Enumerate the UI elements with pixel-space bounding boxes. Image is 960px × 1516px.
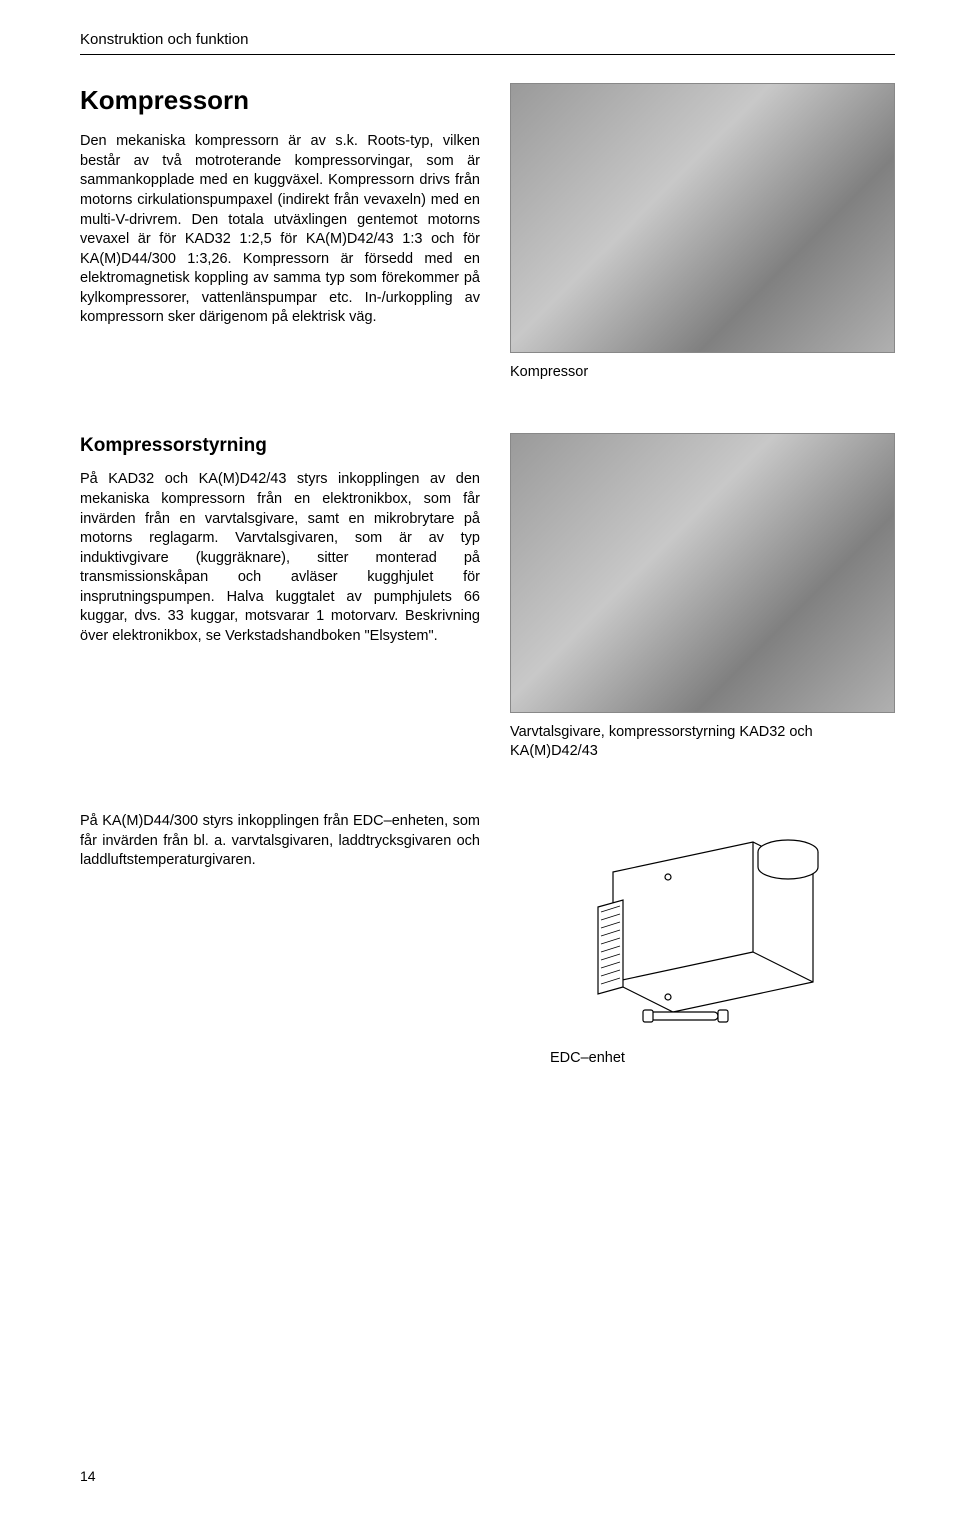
kompressor-caption: Kompressor xyxy=(510,363,895,383)
varvtalsgivare-caption: Varvtalsgivare, kompressorstyrning KAD32… xyxy=(510,723,895,762)
section1-body: Den mekaniska kompressorn är av s.k. Roo… xyxy=(80,132,480,328)
edc-unit-icon xyxy=(553,812,853,1032)
section-kompressorn: Kompressorn Den mekaniska kompressorn är… xyxy=(80,83,895,383)
section1-title: Kompressorn xyxy=(80,83,480,118)
varvtalsgivare-photo xyxy=(510,433,895,713)
edc-caption: EDC–enhet xyxy=(550,1049,895,1069)
section-edc: På KA(M)D44/300 styrs inkopplingen från … xyxy=(80,812,895,1068)
edc-illustration xyxy=(510,812,895,1039)
section-kompressorstyrning: Kompressorstyrning På KAD32 och KA(M)D42… xyxy=(80,433,895,762)
section2-body: På KAD32 och KA(M)D42/43 styrs inkopplin… xyxy=(80,470,480,646)
section2-title: Kompressorstyrning xyxy=(80,433,480,459)
page-header: Konstruktion och funktion xyxy=(80,30,895,50)
section3-body: På KA(M)D44/300 styrs inkopplingen från … xyxy=(80,812,480,871)
page-number: 14 xyxy=(80,1467,96,1486)
kompressor-photo xyxy=(510,83,895,353)
header-rule xyxy=(80,54,895,55)
